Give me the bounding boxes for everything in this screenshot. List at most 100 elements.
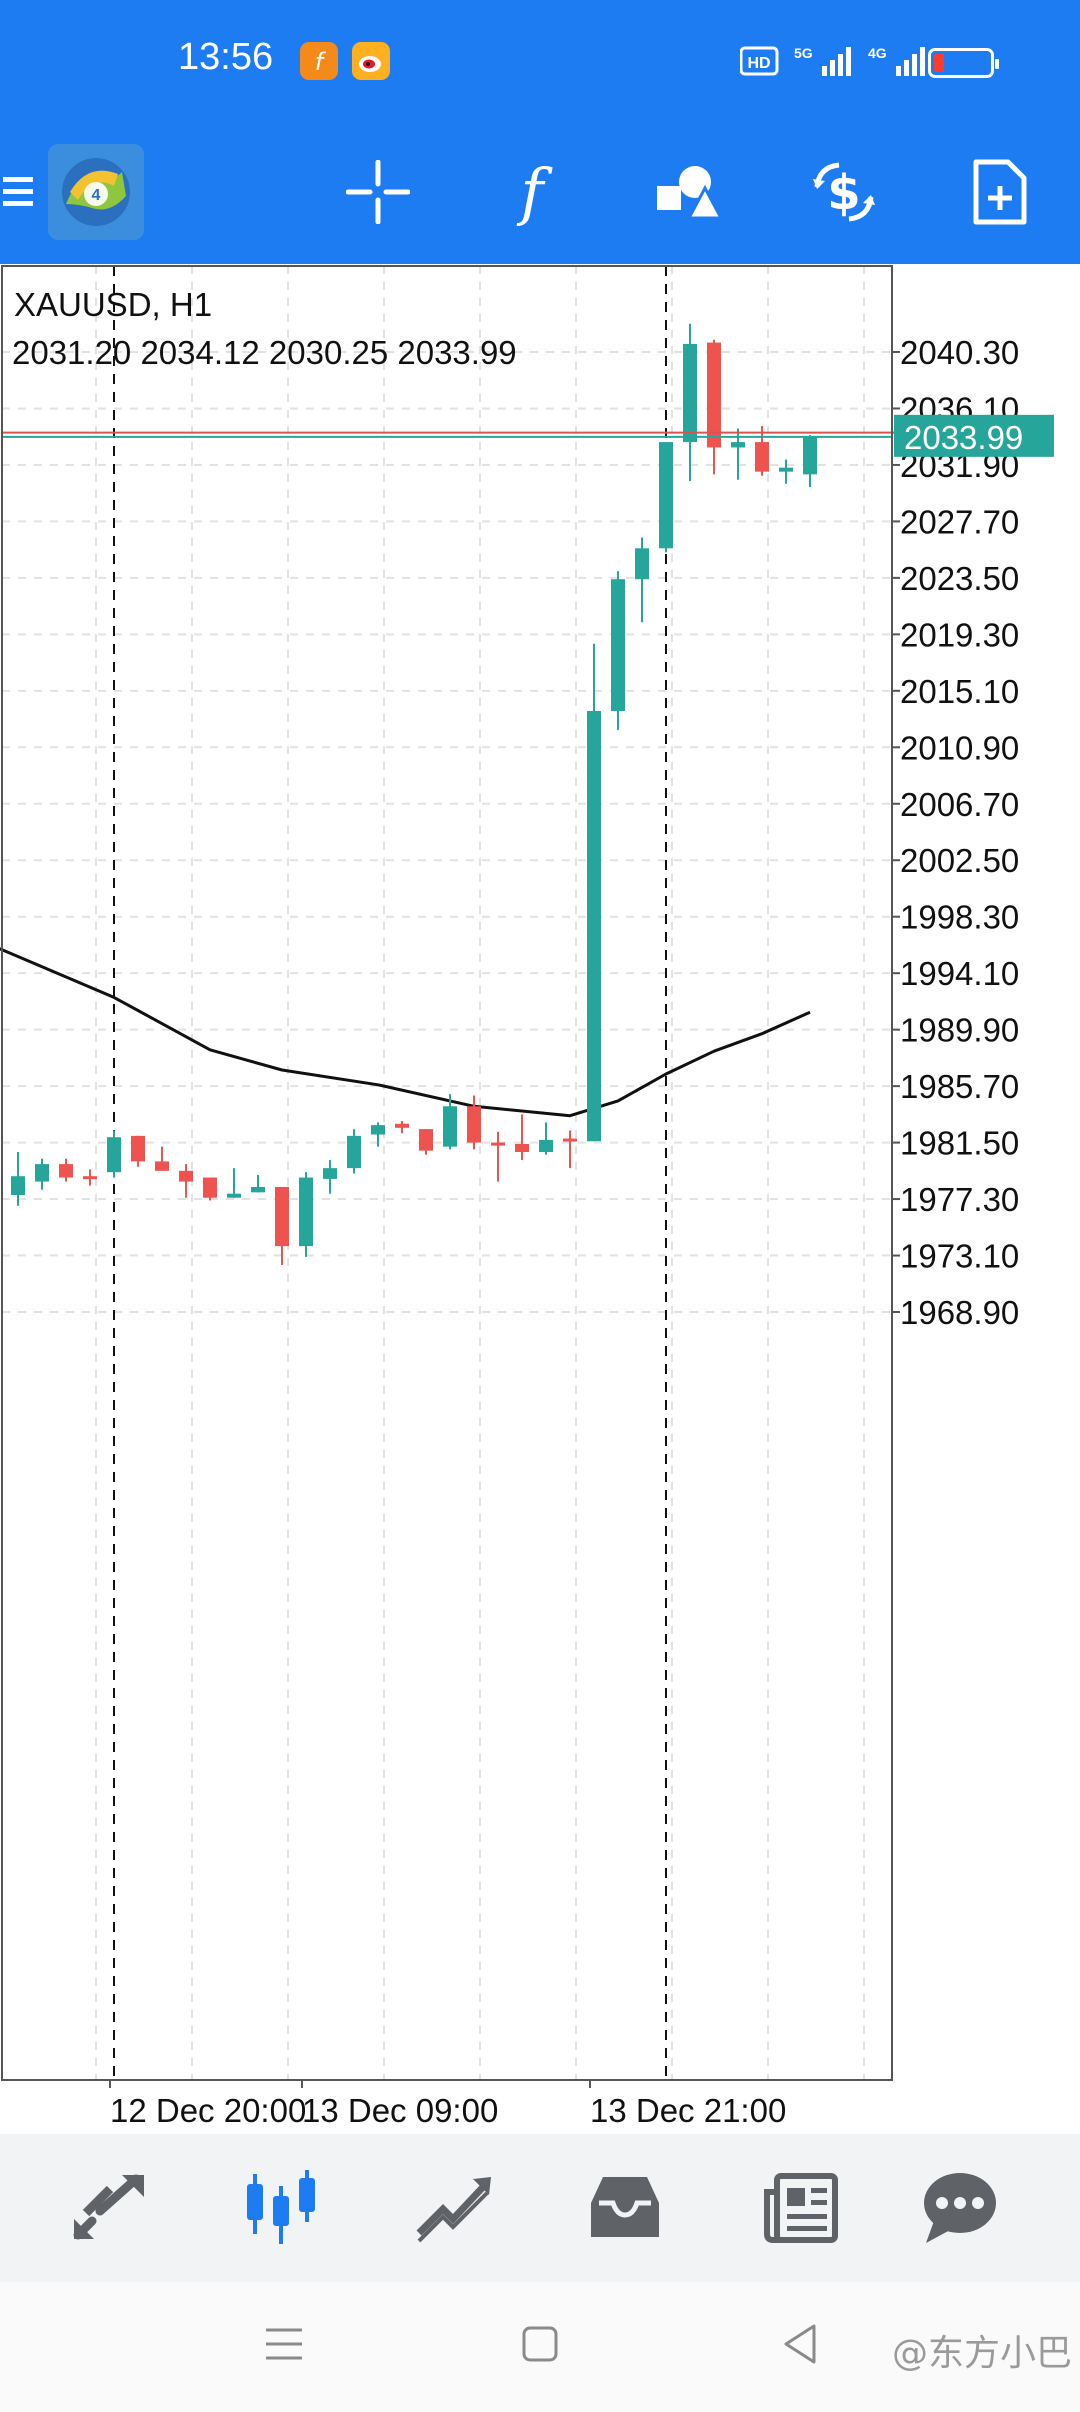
candle-body xyxy=(299,1177,313,1247)
home-icon[interactable] xyxy=(520,2324,560,2364)
candle-body xyxy=(491,1142,505,1146)
chat-tab[interactable] xyxy=(904,2134,1014,2282)
candles xyxy=(11,323,817,1265)
quotes-tab[interactable] xyxy=(54,2134,164,2282)
weibo-icon xyxy=(352,42,390,80)
candle-body xyxy=(11,1176,25,1196)
candle-body xyxy=(323,1168,337,1179)
candle-body xyxy=(83,1176,97,1180)
bearish-candle xyxy=(155,1146,169,1171)
chart-icon xyxy=(247,2170,315,2244)
trade-icon[interactable]: $ xyxy=(796,120,892,264)
signal-5g-icon: 5G xyxy=(794,45,851,76)
chart-tab[interactable] xyxy=(226,2134,336,2282)
candle-body xyxy=(515,1143,529,1152)
moving-average-line xyxy=(0,947,811,1118)
watermark-text: @东方小巴 xyxy=(891,2333,1072,2374)
candle-body xyxy=(347,1135,361,1169)
network-indicators: HD 5G 4G xyxy=(740,44,928,78)
trade-tab[interactable] xyxy=(398,2134,508,2282)
bullish-candle xyxy=(11,1152,25,1206)
y-tick-label: 2002.50 xyxy=(900,842,1019,879)
candle-body xyxy=(707,342,721,448)
candle-body xyxy=(443,1106,457,1147)
candle-body xyxy=(683,343,697,443)
y-axis-ticks: 2040.302036.102031.902027.702023.502019.… xyxy=(892,334,1019,1331)
price-chart-area[interactable]: 2040.30 2036.10 2031.90 2027.70 2023.50 2019.… xyxy=(0,264,1080,2134)
candle-body xyxy=(731,442,745,448)
bullish-candle xyxy=(539,1122,553,1155)
metatrader-logo-icon[interactable]: 4 xyxy=(46,120,146,264)
bullish-candle xyxy=(443,1094,457,1150)
bullish-candle xyxy=(779,459,793,484)
candle-body xyxy=(779,467,793,472)
candle-body xyxy=(251,1186,265,1193)
bearish-candle xyxy=(755,425,769,476)
bullish-candle xyxy=(35,1158,49,1190)
y-tick-label: 2040.30 xyxy=(900,334,1019,371)
clock: 13:56 xyxy=(178,36,274,78)
candle-body xyxy=(35,1164,49,1182)
recents-icon[interactable] xyxy=(262,2324,306,2364)
candle-body xyxy=(203,1177,217,1198)
ohlc-label: 2031.20 2034.12 2030.25 2033.99 xyxy=(12,334,517,371)
chart-toolbar: 4 f $ xyxy=(0,120,1080,264)
y-tick-label: 1968.90 xyxy=(900,1294,1019,1331)
trade-icon xyxy=(416,2177,491,2243)
history-tab[interactable] xyxy=(570,2134,680,2282)
candle-body xyxy=(467,1106,481,1143)
y-tick-label: 2019.30 xyxy=(900,616,1019,653)
app-notification-icon: f xyxy=(300,42,338,80)
y-tick-label: 2015.10 xyxy=(900,673,1019,710)
x-tick-label: 13 Dec 09:00 xyxy=(302,2092,498,2129)
news-tab[interactable] xyxy=(746,2134,856,2282)
moving-average xyxy=(0,947,811,1118)
bearish-candle xyxy=(467,1095,481,1150)
svg-text:f: f xyxy=(315,48,327,76)
candlestick-chart[interactable]: 2040.302036.102031.902027.702023.502019.… xyxy=(0,264,1080,2134)
candle-body xyxy=(371,1125,385,1135)
bullish-candle xyxy=(635,537,649,623)
candle-body xyxy=(803,436,817,475)
current-price-tag: 2033.99 xyxy=(894,414,1054,457)
bullish-candle xyxy=(251,1174,265,1193)
y-tick-label: 1973.10 xyxy=(900,1238,1019,1275)
candle-body xyxy=(275,1186,289,1247)
chat-icon xyxy=(924,2173,996,2243)
candle-body xyxy=(539,1139,553,1152)
crosshair-icon[interactable] xyxy=(330,120,426,264)
menu-icon[interactable] xyxy=(0,120,36,264)
bullish-candle xyxy=(107,1130,121,1178)
battery-icon xyxy=(928,48,999,78)
svg-text:HD: HD xyxy=(747,55,770,72)
symbol-label: XAUUSD, H1 xyxy=(14,286,212,323)
indicators-icon[interactable]: f xyxy=(484,120,580,264)
y-tick-label: 2027.70 xyxy=(900,503,1019,540)
y-tick-label: 2010.90 xyxy=(900,729,1019,766)
bearish-candle xyxy=(419,1129,433,1155)
bullish-candle xyxy=(611,571,625,730)
y-tick-label: 2006.70 xyxy=(900,786,1019,823)
candle-body xyxy=(659,442,673,549)
candle-body xyxy=(611,579,625,711)
news-icon xyxy=(764,2173,838,2243)
candle-body xyxy=(395,1123,409,1128)
plot-frame xyxy=(1,265,893,2081)
objects-icon[interactable] xyxy=(640,120,736,264)
y-tick-label: 1994.10 xyxy=(900,955,1019,992)
candle-body xyxy=(227,1193,241,1198)
status-bar: 13:56 f HD 5G 4G xyxy=(0,0,1080,120)
candle-body xyxy=(563,1138,577,1142)
x-tick-label: 13 Dec 21:00 xyxy=(590,2092,786,2129)
system-navigation-bar: @东方小巴 xyxy=(0,2282,1080,2412)
new-order-icon[interactable] xyxy=(952,120,1048,264)
chart-grid xyxy=(2,266,892,2080)
bearish-candle xyxy=(179,1164,193,1198)
back-icon[interactable] xyxy=(780,2322,820,2366)
bearish-candle xyxy=(515,1114,529,1161)
bearish-candle xyxy=(131,1135,145,1167)
hd-icon: HD xyxy=(740,46,779,76)
y-tick-label: 1989.90 xyxy=(900,1012,1019,1049)
bullish-candle xyxy=(347,1129,361,1174)
